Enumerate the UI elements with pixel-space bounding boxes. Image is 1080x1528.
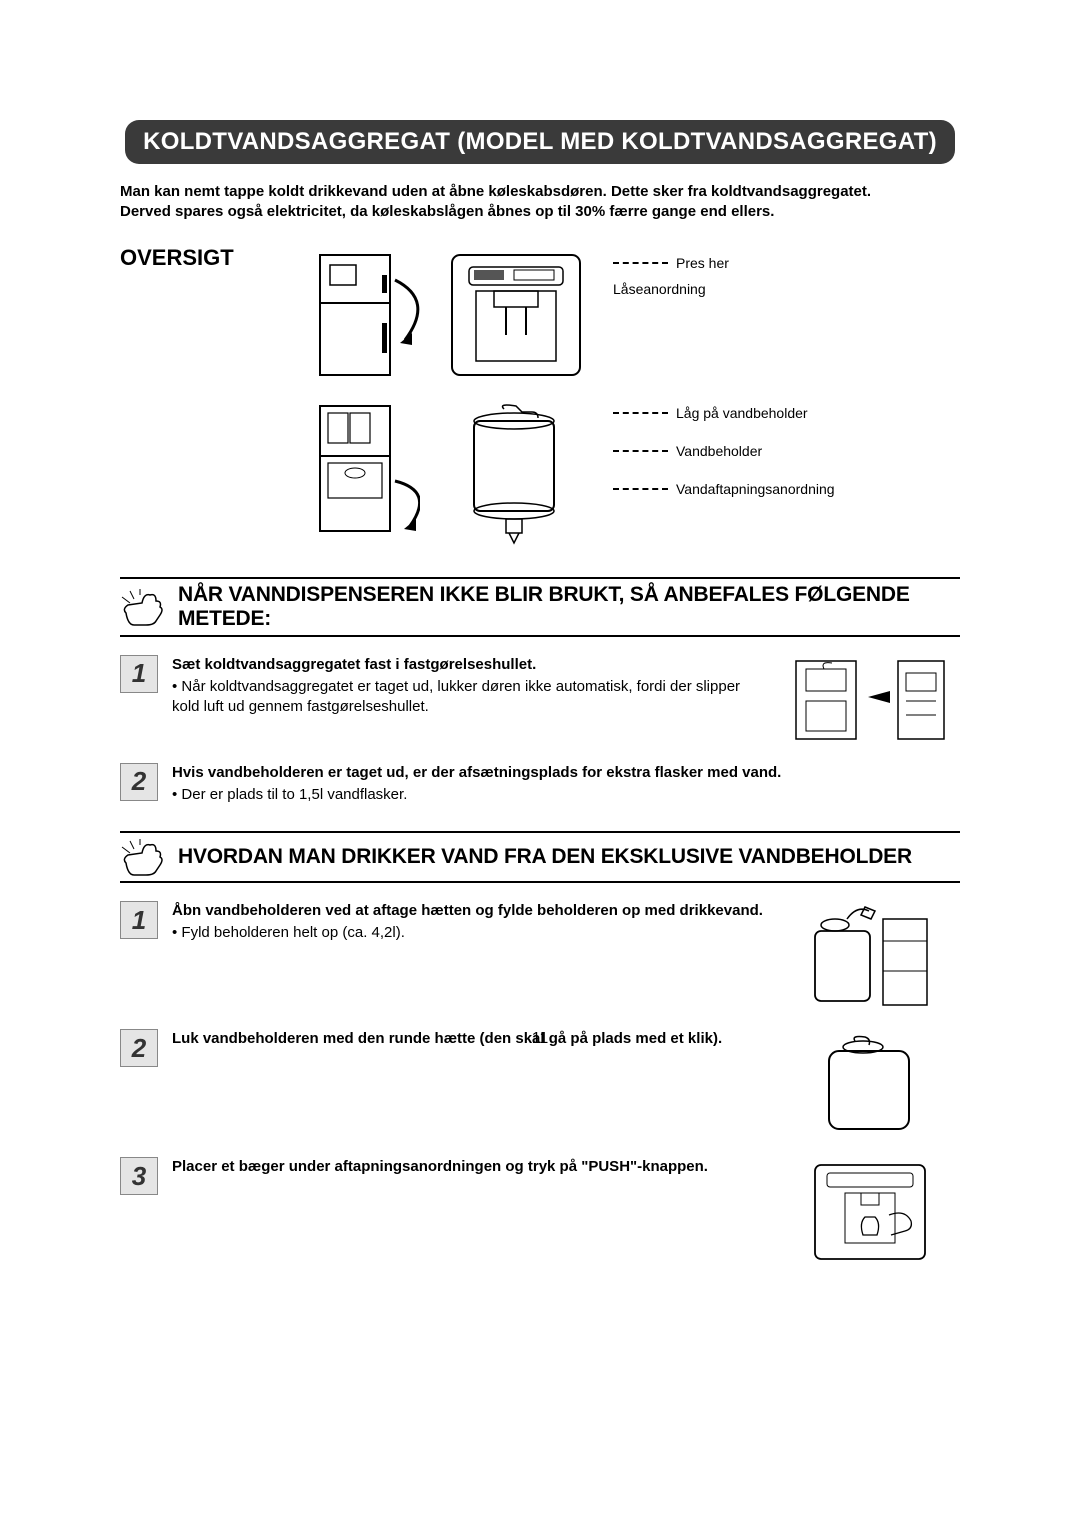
step-bold: Placer et bæger under aftapningsanordnin… (172, 1158, 708, 1175)
label-lock: Låseanordning (613, 281, 729, 297)
step-bold: Sæt koldtvandsaggregatet fast i fastgøre… (172, 656, 536, 673)
step-number-icon: 1 (120, 655, 158, 693)
dispenser-closeup-icon (444, 245, 589, 385)
dash-line (613, 262, 668, 264)
step-body: Åbn vandbeholderen ved at aftage hætten … (172, 901, 766, 944)
overview-section: OVERSIGT (120, 245, 960, 551)
water-tank-icon (444, 401, 589, 551)
label-text: Vandbeholder (676, 443, 762, 459)
intro-line-1: Man kan nemt tappe koldt drikkevand uden… (120, 183, 871, 200)
step-figure (780, 1157, 960, 1267)
label-text: Vandaftapningsanordning (676, 481, 835, 497)
manual-page: KOLDTVANDSAGGREGAT (MODEL MED KOLDTVANDS… (0, 0, 1080, 1528)
step-number-icon: 3 (120, 1157, 158, 1195)
step-detail: • Når koldtvandsaggregatet er taget ud, … (172, 677, 766, 718)
step-figure (780, 655, 960, 745)
step-detail: • Fyld beholderen helt op (ca. 4,2l). (172, 923, 766, 943)
fridge-open-icon (300, 401, 420, 541)
label-text: Låg på vandbeholder (676, 405, 808, 421)
step-body: Hvis vandbeholderen er taget ud, er der … (172, 763, 960, 806)
section-how-to-drink: HVORDAN MAN DRIKKER VAND FRA DEN EKSKLUS… (120, 831, 960, 1267)
overview-row-1: Pres her Låseanordning (300, 245, 835, 385)
section1-step-1: 1 Sæt koldtvandsaggregatet fast i fastgø… (120, 655, 960, 745)
fridge-icon (300, 245, 420, 385)
tank-labels: Låg på vandbeholder Vandbeholder Vandaft… (613, 405, 835, 497)
label-text: Pres her (676, 255, 729, 271)
insert-dispenser-icon (790, 655, 950, 745)
section1-step-2: 2 Hvis vandbeholderen er taget ud, er de… (120, 763, 960, 806)
dash-line (613, 412, 668, 414)
label-lid: Låg på vandbeholder (613, 405, 835, 421)
intro-line-2: Derved spares også elektricitet, da køle… (120, 203, 774, 220)
overview-title: OVERSIGT (120, 245, 260, 271)
dash-line (613, 450, 668, 452)
push-dispense-icon (805, 1157, 935, 1267)
label-tap: Vandaftapningsanordning (613, 481, 835, 497)
section1-title: NÅR VANNDISPENSEREN IKKE BLIR BRUKT, SÅ … (178, 583, 960, 631)
step-body: Placer et bæger under aftapningsanordnin… (172, 1157, 766, 1177)
dispenser-labels: Pres her Låseanordning (613, 255, 729, 297)
section-not-in-use: NÅR VANNDISPENSEREN IKKE BLIR BRUKT, SÅ … (120, 577, 960, 806)
pointing-hand-icon (120, 587, 166, 627)
label-press-here: Pres her (613, 255, 729, 271)
step-figure (780, 901, 960, 1011)
section2-title: HVORDAN MAN DRIKKER VAND FRA DEN EKSKLUS… (178, 845, 912, 869)
overview-figures: Pres her Låseanordning (300, 245, 835, 551)
step-bold: Åbn vandbeholderen ved at aftage hætten … (172, 902, 763, 919)
label-tank: Vandbeholder (613, 443, 835, 459)
section2-step-3: 3 Placer et bæger under aftapningsanordn… (120, 1157, 960, 1267)
pointing-hand-icon (120, 837, 166, 877)
label-text: Låseanordning (613, 281, 706, 297)
overview-row-2: Låg på vandbeholder Vandbeholder Vandaft… (300, 401, 835, 551)
open-fill-tank-icon (805, 901, 935, 1011)
step-body: Sæt koldtvandsaggregatet fast i fastgøre… (172, 655, 766, 718)
section2-header: HVORDAN MAN DRIKKER VAND FRA DEN EKSKLUS… (120, 831, 960, 883)
section2-step-1: 1 Åbn vandbeholderen ved at aftage hætte… (120, 901, 960, 1011)
dash-line (613, 488, 668, 490)
page-number: 11 (0, 1030, 1080, 1048)
page-headline: KOLDTVANDSAGGREGAT (MODEL MED KOLDTVANDS… (125, 120, 955, 164)
step-detail: • Der er plads til to 1,5l vandflasker. (172, 785, 960, 805)
step-bold: Hvis vandbeholderen er taget ud, er der … (172, 764, 781, 781)
step-number-icon: 1 (120, 901, 158, 939)
intro-text: Man kan nemt tappe koldt drikkevand uden… (120, 182, 960, 223)
step-number-icon: 2 (120, 763, 158, 801)
section1-header: NÅR VANNDISPENSEREN IKKE BLIR BRUKT, SÅ … (120, 577, 960, 637)
